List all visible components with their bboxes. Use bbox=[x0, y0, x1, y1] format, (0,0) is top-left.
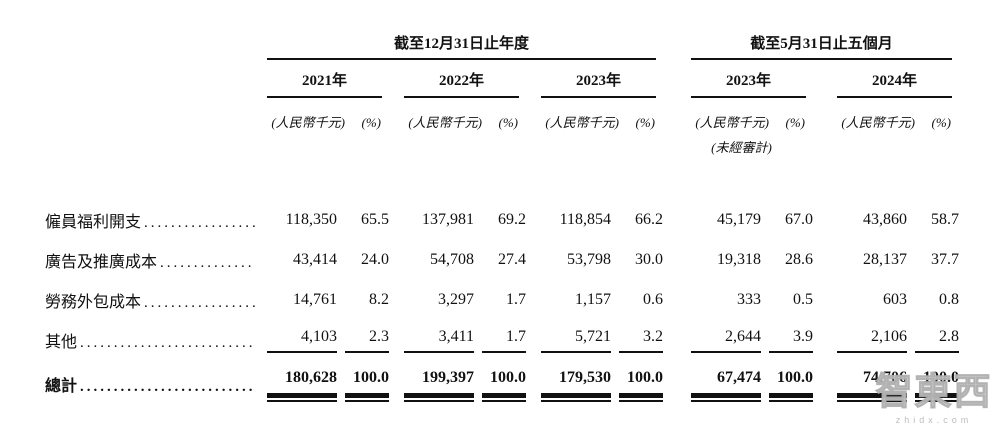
row-label: 勞務外包成本 .................................… bbox=[45, 288, 255, 312]
period-header-row: 截至12月31日止年度 截至5月31日止五個月 bbox=[45, 30, 952, 60]
leader-dots: ........................................… bbox=[80, 378, 255, 395]
percent-label: (%) bbox=[498, 115, 519, 130]
cell-value: 4,103 bbox=[267, 328, 345, 353]
row-label-text: 廣告及推廣成本 bbox=[45, 254, 158, 271]
year-header-2021: 2021年 bbox=[267, 60, 382, 98]
row-label: 廣告及推廣成本 ................................… bbox=[45, 248, 255, 272]
cell-percent: 65.5 bbox=[361, 211, 389, 228]
cell-value: 3,297 bbox=[438, 291, 474, 308]
row-label-text: 勞務外包成本 bbox=[45, 294, 142, 311]
unit-label: (人民幣千元) bbox=[271, 115, 345, 130]
cell-value: 137,981 bbox=[422, 211, 474, 228]
cell-total-percent: 100.0 bbox=[619, 369, 663, 402]
cell-percent: 2.8 bbox=[915, 328, 959, 353]
cell-percent: 8.2 bbox=[369, 291, 389, 308]
percent-label: (%) bbox=[785, 115, 806, 130]
row-label: 總計 .....................................… bbox=[45, 372, 255, 396]
cell-value: 54,708 bbox=[430, 251, 474, 268]
cell-percent: 0.5 bbox=[793, 291, 813, 308]
cell-value: 5,721 bbox=[541, 328, 619, 353]
cell-percent: 37.7 bbox=[931, 251, 959, 268]
cell-percent: 0.6 bbox=[643, 291, 663, 308]
cell-percent: 3.9 bbox=[769, 328, 813, 353]
unit-header-row: (人民幣千元) (%) (人民幣千元) (%) (人民幣千元) (%) (人民幣… bbox=[45, 98, 952, 135]
cell-percent: 1.7 bbox=[506, 291, 526, 308]
year-header-2023: 2023年 bbox=[541, 60, 656, 98]
leader-dots: ........................................… bbox=[144, 295, 255, 311]
cell-total-value: 180,628 bbox=[267, 369, 345, 402]
unit-label: (人民幣千元) bbox=[695, 115, 769, 130]
year-header-2023-interim: 2023年 bbox=[691, 60, 806, 98]
cell-value: 19,318 bbox=[717, 251, 761, 268]
table-row-others: 其他 .....................................… bbox=[45, 320, 959, 360]
leader-dots: ........................................… bbox=[80, 335, 255, 351]
unaudited-note: (未經審計) bbox=[711, 140, 772, 155]
row-label-text: 僱員福利開支 bbox=[45, 214, 142, 231]
unit-label: (人民幣千元) bbox=[841, 115, 915, 130]
row-label-text: 其他 bbox=[45, 334, 78, 351]
cell-value: 118,350 bbox=[285, 211, 337, 228]
cell-total-percent: 100.0 bbox=[345, 369, 389, 402]
cell-value: 53,798 bbox=[567, 251, 611, 268]
cell-percent: 24.0 bbox=[361, 251, 389, 268]
table-row-employee-benefits: 僱員福利開支 .................................… bbox=[45, 200, 959, 240]
cell-percent: 0.8 bbox=[939, 291, 959, 308]
cell-value: 118,854 bbox=[559, 211, 611, 228]
cell-value: 43,414 bbox=[293, 251, 337, 268]
watermark-domain: zhidx.com bbox=[895, 414, 973, 425]
cell-value: 3,411 bbox=[404, 328, 482, 353]
cell-total-percent: 100.0 bbox=[482, 369, 526, 402]
cell-value: 603 bbox=[883, 291, 907, 308]
row-label: 僱員福利開支 .................................… bbox=[45, 208, 255, 232]
leader-dots: ........................................… bbox=[160, 255, 255, 271]
row-label-text: 總計 bbox=[45, 377, 78, 395]
cell-percent: 28.6 bbox=[785, 251, 813, 268]
unaudited-note-row: (未經審計) bbox=[45, 135, 952, 168]
cell-percent: 69.2 bbox=[498, 211, 526, 228]
cell-value: 28,137 bbox=[863, 251, 907, 268]
percent-label: (%) bbox=[635, 115, 656, 130]
unit-label: (人民幣千元) bbox=[545, 115, 619, 130]
year-header-2022: 2022年 bbox=[404, 60, 519, 98]
cell-percent: 27.4 bbox=[498, 251, 526, 268]
cell-percent: 58.7 bbox=[931, 211, 959, 228]
percent-label: (%) bbox=[361, 115, 382, 130]
cell-percent: 66.2 bbox=[635, 211, 663, 228]
cell-total-percent: 100.0 bbox=[769, 369, 813, 402]
year-header-2024: 2024年 bbox=[837, 60, 952, 98]
cell-percent: 67.0 bbox=[785, 211, 813, 228]
cell-total-value: 67,474 bbox=[691, 369, 769, 402]
cell-total-value: 74,706 bbox=[837, 369, 915, 402]
year-header-row: 2021年 2022年 2023年 2023年 2024年 bbox=[45, 60, 952, 98]
cell-value: 2,106 bbox=[837, 328, 915, 353]
row-label: 其他 .....................................… bbox=[45, 328, 255, 352]
cell-total-value: 199,397 bbox=[404, 369, 482, 402]
table-row-labour-outsourcing: 勞務外包成本 .................................… bbox=[45, 280, 959, 320]
expenses-table: 截至12月31日止年度 截至5月31日止五個月 2021年 2022年 2023… bbox=[45, 30, 959, 407]
cell-percent: 30.0 bbox=[635, 251, 663, 268]
cell-total-percent: 100.0 bbox=[915, 369, 959, 402]
table-row-advertising-promotion: 廣告及推廣成本 ................................… bbox=[45, 240, 959, 280]
cell-total-value: 179,530 bbox=[541, 369, 619, 402]
cell-percent: 3.2 bbox=[619, 328, 663, 353]
period-header-annual: 截至12月31日止年度 bbox=[267, 30, 656, 60]
cell-value: 333 bbox=[737, 291, 761, 308]
unit-label: (人民幣千元) bbox=[408, 115, 482, 130]
table-row-total: 總計 .....................................… bbox=[45, 360, 959, 407]
cell-value: 1,157 bbox=[575, 291, 611, 308]
cell-percent: 1.7 bbox=[482, 328, 526, 353]
cell-value: 2,644 bbox=[691, 328, 769, 353]
cell-value: 45,179 bbox=[717, 211, 761, 228]
cell-percent: 2.3 bbox=[345, 328, 389, 353]
percent-label: (%) bbox=[931, 115, 952, 130]
cell-value: 14,761 bbox=[293, 291, 337, 308]
leader-dots: ........................................… bbox=[144, 215, 255, 231]
cell-value: 43,860 bbox=[863, 211, 907, 228]
period-header-interim: 截至5月31日止五個月 bbox=[691, 30, 952, 60]
